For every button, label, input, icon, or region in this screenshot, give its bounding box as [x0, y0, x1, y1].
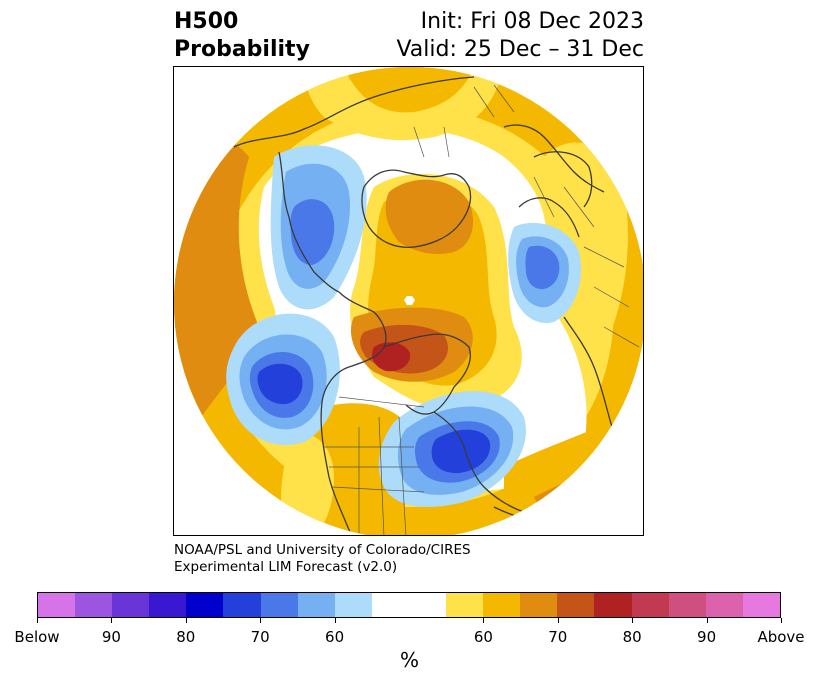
credit-line-2: Experimental LIM Forecast (v2.0): [174, 559, 398, 575]
colorbar-tick-mark: [37, 618, 38, 623]
colorbar-tick-label: 70: [250, 628, 270, 646]
colorbar-segment: [742, 593, 780, 617]
field-yellow-east: [540, 142, 628, 347]
field-royalblue-pacific: [257, 363, 303, 405]
colorbar-tick-mark: [781, 618, 782, 623]
colorbar-tick-label: Below: [14, 628, 60, 646]
colorbar-segment: [38, 593, 76, 617]
colorbar-segment: [223, 593, 261, 617]
probability-map: [173, 66, 644, 536]
colorbar-segment: [371, 593, 409, 617]
colorbar-segment: [75, 593, 113, 617]
colorbar-segment: [446, 593, 484, 617]
colorbar-segment: [408, 593, 447, 617]
colorbar-tick-label: 60: [473, 628, 493, 646]
colorbar-segment: [668, 593, 706, 617]
colorbar-segment: [483, 593, 521, 617]
field-royalblue-eastus: [431, 429, 491, 474]
credit-line-1: NOAA/PSL and University of Colorado/CIRE…: [174, 542, 471, 558]
field-midblue-alaska: [290, 199, 335, 265]
valid-range: Valid: 25 Dec – 31 Dec: [396, 37, 644, 62]
colorbar: [37, 592, 781, 618]
colorbar-segment: [186, 593, 224, 617]
colorbar-segment: [557, 593, 595, 617]
field-midblue-siberia: [525, 245, 560, 290]
colorbar-tick-mark: [260, 618, 261, 623]
forecast-dates: Init: Fri 08 Dec 2023 Valid: 25 Dec – 31…: [396, 8, 644, 64]
colorbar-tick-mark: [111, 618, 112, 623]
colorbar-tick-mark: [632, 618, 633, 623]
colorbar-segment: [260, 593, 298, 617]
colorbar-unit: %: [399, 648, 419, 672]
colorbar-segment: [594, 593, 632, 617]
colorbar-segment: [631, 593, 669, 617]
colorbar-segment: [297, 593, 335, 617]
colorbar-tick-label: 80: [176, 628, 196, 646]
colorbar-segment: [705, 593, 743, 617]
colorbar-segment: [334, 593, 372, 617]
field-orange-greenland: [385, 179, 474, 254]
probability-field: [174, 67, 643, 535]
political-borders: [324, 84, 640, 535]
colorbar-tick-label: Above: [757, 628, 805, 646]
title-line-2: Probability: [174, 37, 310, 62]
colorbar-tick-label: 60: [325, 628, 345, 646]
field-gold-north: [344, 67, 474, 113]
pole-marker: [404, 296, 415, 305]
colorbar-tick-label: 80: [622, 628, 642, 646]
title-line-1: H500: [174, 9, 239, 34]
data-credit: NOAA/PSL and University of Colorado/CIRE…: [174, 542, 471, 576]
colorbar-tick-mark: [483, 618, 484, 623]
colorbar-segment: [520, 593, 558, 617]
colorbar-tick-mark: [186, 618, 187, 623]
colorbar-segment: [149, 593, 187, 617]
map-title: H500 Probability: [174, 8, 310, 64]
field-red-core: [372, 342, 411, 372]
init-date: Init: Fri 08 Dec 2023: [420, 9, 644, 34]
field-burnt-atlantic: [574, 472, 643, 535]
colorbar-tick-mark: [558, 618, 559, 623]
colorbar-tick-mark: [707, 618, 708, 623]
colorbar-tick-label: 90: [101, 628, 121, 646]
colorbar-segment: [112, 593, 150, 617]
colorbar-tick-label: 90: [697, 628, 717, 646]
colorbar-tick-mark: [335, 618, 336, 623]
colorbar-tick-label: 70: [548, 628, 568, 646]
map-svg: [174, 67, 643, 535]
